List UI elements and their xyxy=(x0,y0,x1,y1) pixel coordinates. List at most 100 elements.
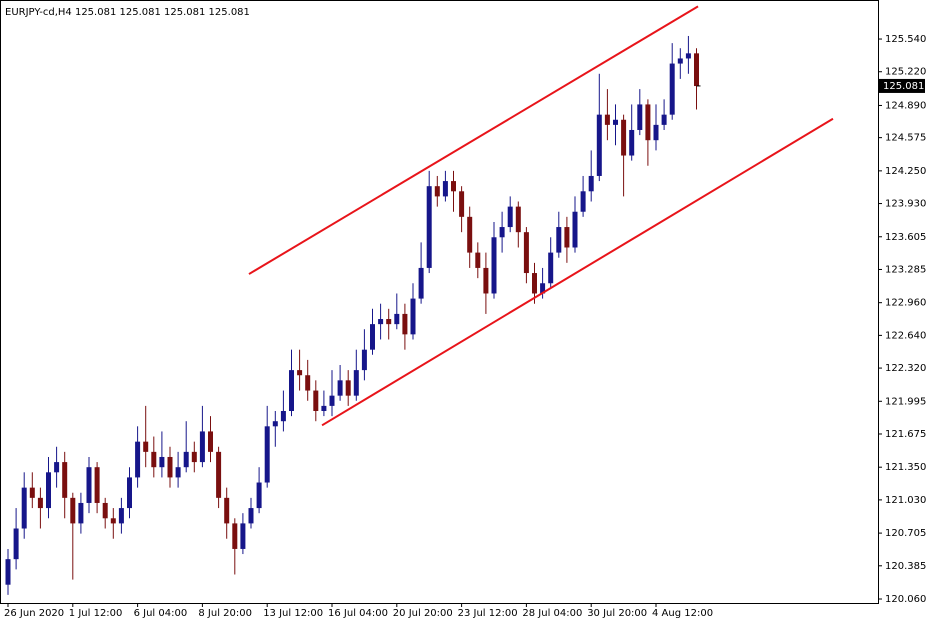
candle-body xyxy=(232,523,238,549)
candle-body xyxy=(361,349,367,371)
x-tick-label: 16 Jul 04:00 xyxy=(328,608,388,619)
candle-body xyxy=(305,375,311,391)
candle-body xyxy=(46,472,51,509)
candle-body xyxy=(532,273,537,294)
candle-body xyxy=(102,502,108,519)
candle-body xyxy=(313,390,319,411)
trendline xyxy=(248,5,699,275)
candle-body xyxy=(556,227,562,253)
y-tick-label: 125.220 xyxy=(885,67,926,78)
y-tick-label: 124.890 xyxy=(885,100,926,111)
x-tick-label: 13 Jul 12:00 xyxy=(263,608,323,619)
candle-body xyxy=(37,497,43,509)
candle-body xyxy=(191,451,197,463)
candle-body xyxy=(216,451,222,498)
candle-body xyxy=(540,283,546,294)
candle-body xyxy=(475,252,481,268)
candle-body xyxy=(378,319,384,325)
candle-body xyxy=(167,456,173,478)
candle-body xyxy=(62,462,68,498)
y-tick-label: 121.675 xyxy=(885,429,926,440)
candle-body xyxy=(297,370,303,376)
x-tick-label: 23 Jul 12:00 xyxy=(458,608,518,619)
candle-body xyxy=(127,477,132,509)
y-tick-label: 122.640 xyxy=(885,330,926,341)
x-tick-label: 8 Jul 20:00 xyxy=(198,608,252,619)
candle-body xyxy=(588,175,594,192)
trendline xyxy=(321,117,834,427)
y-tick-label: 122.320 xyxy=(885,363,926,374)
candle-body xyxy=(637,104,643,130)
y-tick-label: 125.540 xyxy=(885,34,926,45)
y-tick-label: 122.960 xyxy=(885,298,926,309)
x-tick-label: 28 Jul 04:00 xyxy=(522,608,582,619)
candle-body xyxy=(596,114,602,176)
y-tick-label: 120.060 xyxy=(885,594,926,605)
plot-frame xyxy=(0,0,879,604)
candle-body xyxy=(353,370,359,396)
candle-body xyxy=(604,114,610,125)
candle-body xyxy=(135,441,141,478)
candle-body xyxy=(507,206,513,228)
candle-body xyxy=(645,104,651,141)
candle-body xyxy=(694,53,699,87)
candle-body xyxy=(572,211,578,248)
candle-body xyxy=(199,431,205,463)
candle-body xyxy=(499,227,505,238)
candle-body xyxy=(289,370,294,411)
candle-body xyxy=(110,518,116,524)
candle-body xyxy=(175,467,181,478)
x-tick-label: 26 Jun 2020 xyxy=(4,608,64,619)
candle-body xyxy=(329,395,335,406)
candle-body xyxy=(54,462,60,473)
candle-body xyxy=(5,559,11,585)
y-tick-label: 121.350 xyxy=(885,462,926,473)
candle-body xyxy=(321,405,327,411)
last-price-box xyxy=(879,78,925,93)
candle-body xyxy=(224,497,230,524)
candle-body xyxy=(78,502,84,524)
candle-body xyxy=(491,237,497,294)
y-tick-label: 123.605 xyxy=(885,232,926,243)
x-tick-label: 30 Jul 20:00 xyxy=(587,608,647,619)
candle-body xyxy=(272,421,278,427)
candle-body xyxy=(337,380,343,396)
candle-body xyxy=(483,267,489,294)
y-tick-label: 123.285 xyxy=(885,264,926,275)
candle-body xyxy=(151,451,157,468)
candle-body xyxy=(345,380,351,396)
candle-body xyxy=(21,487,27,529)
candle-body xyxy=(418,267,424,299)
x-tick-label: 4 Aug 12:00 xyxy=(652,608,713,619)
y-tick-label: 121.995 xyxy=(885,396,926,407)
candle-body xyxy=(370,324,375,350)
candle-body xyxy=(580,191,586,212)
x-tick-label: 6 Jul 04:00 xyxy=(134,608,188,619)
candle-body xyxy=(661,114,667,125)
y-tick-label: 120.705 xyxy=(885,528,926,539)
y-tick-label: 120.385 xyxy=(885,561,926,572)
candle-body xyxy=(410,298,416,335)
candle-body xyxy=(248,508,254,524)
candle-body xyxy=(669,63,675,115)
x-tick-label: 20 Jul 20:00 xyxy=(393,608,453,619)
candle-body xyxy=(402,313,408,335)
y-tick-label: 123.930 xyxy=(885,199,926,210)
candle-body xyxy=(118,508,124,524)
candle-body xyxy=(564,227,570,248)
candle-body xyxy=(515,206,521,233)
candle-body xyxy=(183,451,189,468)
y-tick-label: 124.575 xyxy=(885,133,926,144)
candle-body xyxy=(13,528,19,560)
candle-body xyxy=(629,129,635,156)
candle-body xyxy=(240,523,246,549)
chart-title: EURJPY-cd,H4 125.081 125.081 125.081 125… xyxy=(5,7,250,18)
candle-body xyxy=(70,497,76,524)
candle-body xyxy=(29,487,35,498)
candle-body xyxy=(264,426,270,483)
candle-body xyxy=(613,119,618,125)
candle-body xyxy=(208,431,213,452)
candle-body xyxy=(467,216,473,253)
